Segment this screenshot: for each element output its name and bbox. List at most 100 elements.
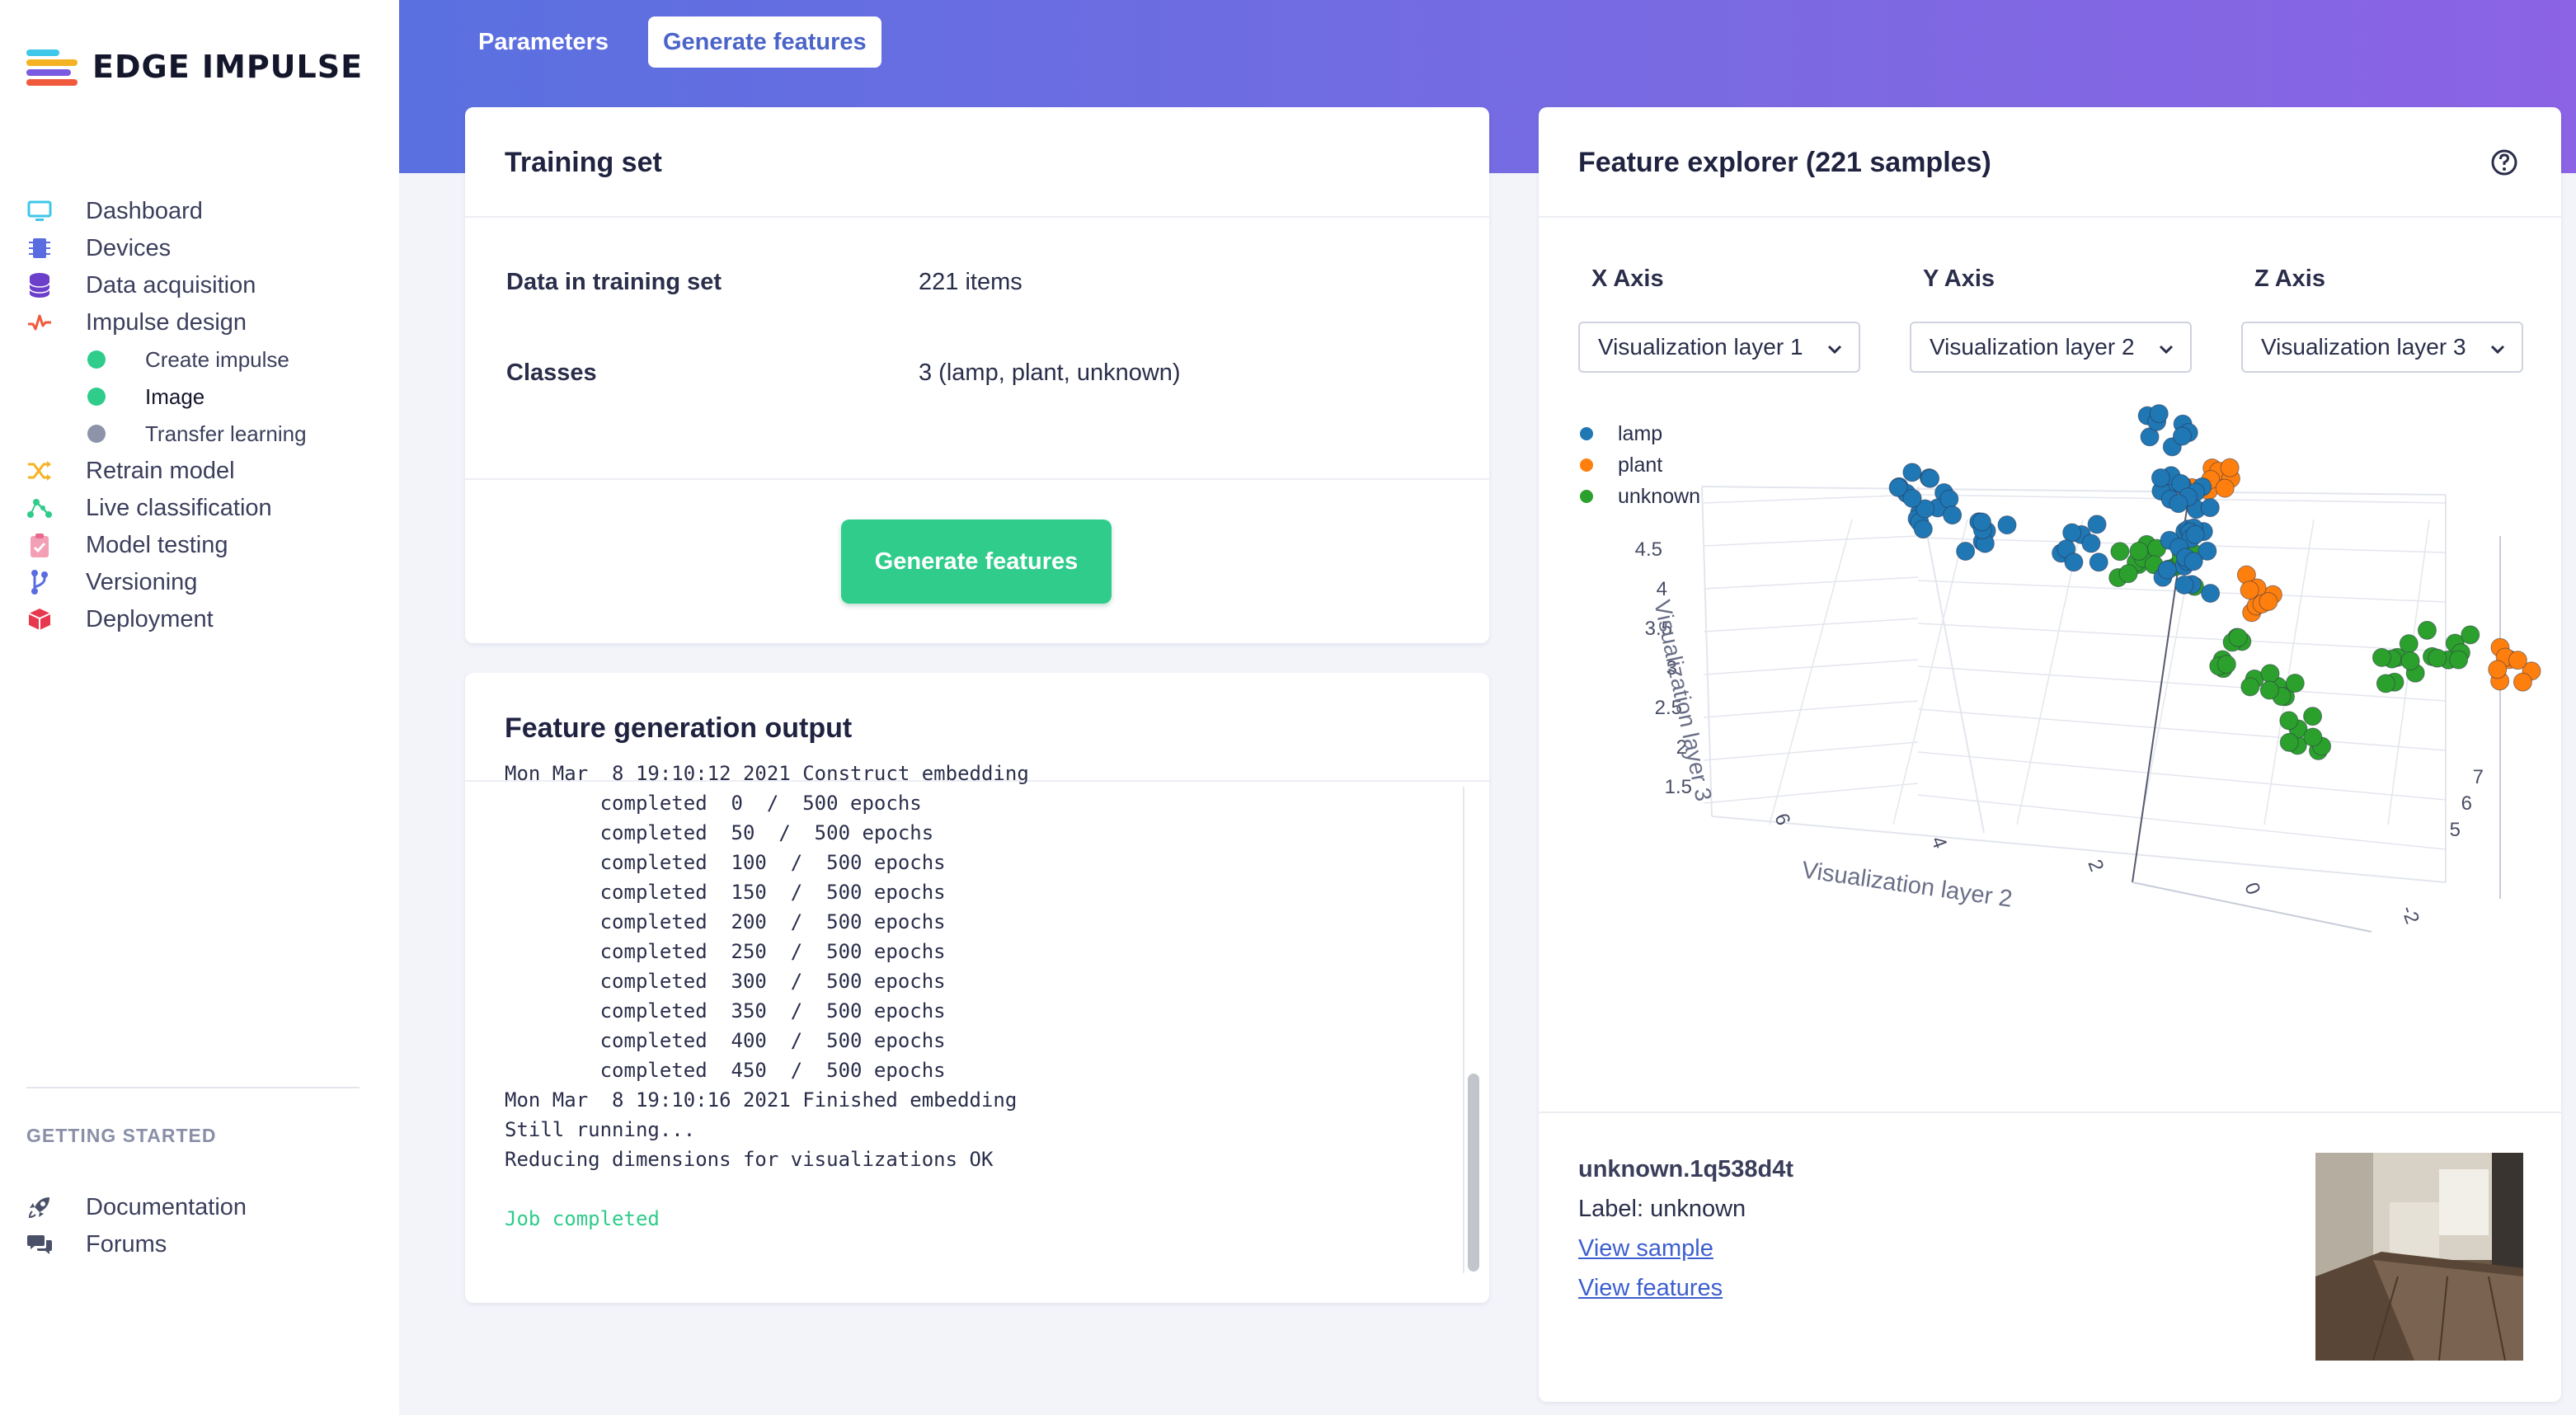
y-axis-label: Y Axis: [1923, 266, 1995, 292]
network-icon: [26, 495, 53, 521]
x-tick-label: 7: [2473, 766, 2484, 788]
sidebar-item-dashboard[interactable]: Dashboard: [0, 186, 399, 236]
section-label-getting-started: GETTING STARTED: [26, 1125, 217, 1146]
legend-label: plant: [1618, 453, 1663, 477]
status-dot-complete: [87, 350, 106, 369]
sidebar-item-model-testing[interactable]: Model testing: [0, 520, 399, 570]
sidebar-item-documentation[interactable]: Documentation: [0, 1182, 399, 1232]
data-point-lamp: [2089, 552, 2108, 572]
logo[interactable]: EDGE IMPULSE: [26, 46, 363, 87]
select-value: Visualization layer 1: [1598, 334, 1803, 360]
data-point-lamp: [2200, 498, 2220, 518]
status-dot-complete: [87, 388, 106, 406]
y-axis-title: Visualization layer 2: [1800, 857, 2014, 913]
z-tick-label: 2: [1676, 736, 1687, 759]
sidebar-item-label: Deployment: [86, 605, 214, 632]
grid-line: [1917, 665, 2447, 702]
sidebar-item-image[interactable]: Image: [0, 372, 399, 421]
scrollbar-track: [1463, 787, 1464, 1273]
log-scrollbar-thumb[interactable]: [1468, 1074, 1479, 1272]
data-point-unknown: [2461, 625, 2480, 645]
data-point-lamp: [2185, 524, 2205, 544]
data-point-lamp: [1920, 468, 1940, 488]
axis-line: [2132, 881, 2372, 933]
data-point-lamp: [1902, 463, 1922, 482]
help-icon[interactable]: [2490, 148, 2518, 176]
z-axis-select[interactable]: Visualization layer 3: [2241, 322, 2523, 373]
chat-icon: [26, 1231, 53, 1258]
data-point-unknown: [2118, 564, 2138, 584]
tab-parameters[interactable]: Parameters: [478, 28, 609, 55]
sidebar-item-versioning[interactable]: Versioning: [0, 557, 399, 607]
clipboard-icon: [26, 532, 53, 558]
card-divider: [465, 478, 1489, 480]
legend-item-unknown[interactable]: unknown: [1575, 482, 1740, 511]
data-point-lamp: [2172, 426, 2192, 446]
sidebar-item-data-acquisition[interactable]: Data acquisition: [0, 261, 399, 310]
log-line: completed 450 / 500 epochs: [505, 1059, 946, 1082]
data-point-plant: [2508, 651, 2527, 670]
sidebar-item-deployment[interactable]: Deployment: [0, 595, 399, 644]
data-point-lamp: [2062, 523, 2082, 543]
data-point-unknown: [2372, 647, 2391, 667]
sidebar-item-label: Forums: [86, 1230, 167, 1258]
sidebar-item-label: Devices: [86, 234, 172, 261]
data-point-unknown: [2400, 651, 2420, 670]
sidebar-item-impulse-design[interactable]: Impulse design: [0, 298, 399, 347]
grid-line: [1769, 519, 1853, 825]
sample-thumbnail[interactable]: [2315, 1153, 2523, 1361]
tab-generate-features[interactable]: Generate features: [648, 16, 881, 68]
shuffle-icon: [26, 458, 53, 484]
log-line: [505, 1174, 1461, 1204]
grid-line: [1917, 486, 1985, 834]
feature-explorer-card: Feature explorer (221 samples) X Axis Y …: [1539, 107, 2561, 1402]
data-point-unknown: [2228, 628, 2248, 647]
data-point-plant: [2220, 458, 2240, 477]
legend-item-lamp[interactable]: lamp: [1575, 419, 1740, 449]
data-point-plant: [2488, 660, 2508, 679]
view-features-link[interactable]: View features: [1578, 1275, 1723, 1301]
sidebar-item-label: Retrain model: [86, 457, 235, 484]
view-sample-link[interactable]: View sample: [1578, 1235, 1713, 1262]
grid-line: [1703, 535, 1919, 547]
log-line: completed 200 / 500 epochs: [505, 910, 946, 933]
data-point-unknown: [2417, 620, 2437, 640]
data-point-lamp: [1939, 489, 1959, 509]
z-tick-label: 2.5: [1655, 697, 1682, 719]
branch-icon: [26, 569, 53, 595]
sidebar-item-live-classification[interactable]: Live classification: [0, 483, 399, 533]
data-point-unknown: [2259, 680, 2279, 700]
sidebar-item-devices[interactable]: Devices: [0, 223, 399, 273]
data-point-lamp: [2201, 584, 2221, 604]
legend-label: unknown: [1618, 484, 1701, 508]
sidebar-item-transfer-learning[interactable]: Transfer learning: [0, 409, 399, 458]
grid-line: [1917, 751, 2447, 801]
log-line: completed 50 / 500 epochs: [505, 821, 934, 844]
data-point-lamp: [1916, 499, 1935, 519]
data-point-unknown: [2240, 677, 2260, 697]
grid-line: [1703, 700, 1919, 718]
sidebar-item-create-impulse[interactable]: Create impulse: [0, 335, 399, 384]
log-line: completed 150 / 500 epochs: [505, 881, 946, 904]
sidebar-item-forums[interactable]: Forums: [0, 1220, 399, 1269]
log-line: Mon Mar 8 19:10:12 2021 Construct embedd…: [505, 762, 1029, 785]
output-log: Mon Mar 8 19:10:12 2021 Construct embedd…: [505, 759, 1461, 1270]
card-title: Feature generation output: [505, 712, 853, 744]
x-axis-select[interactable]: Visualization layer 1: [1578, 322, 1860, 373]
grid-line: [1703, 576, 1919, 590]
grid-line: [1703, 618, 1919, 632]
legend-item-plant[interactable]: plant: [1575, 450, 1740, 480]
legend-dot: [1580, 490, 1593, 503]
data-point-plant: [2240, 581, 2259, 600]
data-point-unknown: [2428, 648, 2447, 668]
generate-features-button[interactable]: Generate features: [841, 519, 1112, 604]
sidebar-item-label: Live classification: [86, 494, 272, 521]
y-axis-select[interactable]: Visualization layer 2: [1910, 322, 2192, 373]
x-axis-label: X Axis: [1591, 266, 1664, 292]
sidebar-item-retrain-model[interactable]: Retrain model: [0, 446, 399, 496]
data-point-unknown: [2260, 664, 2280, 684]
data-point-lamp: [1956, 541, 1976, 561]
sidebar-item-label: Documentation: [86, 1193, 247, 1220]
legend-dot: [1580, 427, 1593, 440]
